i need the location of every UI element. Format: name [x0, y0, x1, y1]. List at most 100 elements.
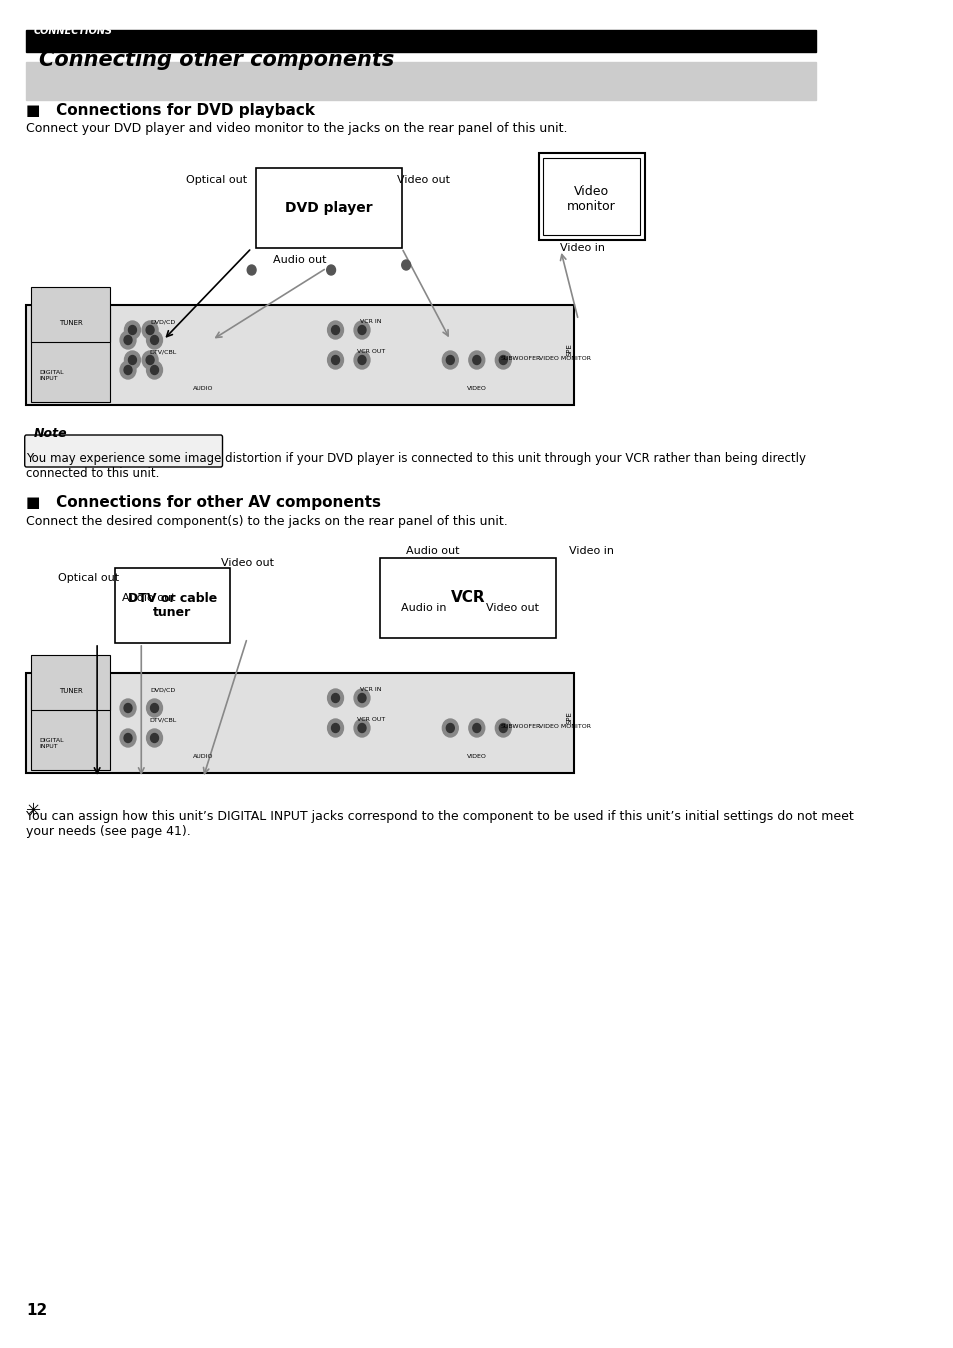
Circle shape [473, 356, 480, 364]
Text: VIDEO MONITOR: VIDEO MONITOR [538, 356, 591, 361]
Text: VIDEO: VIDEO [466, 754, 486, 759]
Circle shape [495, 350, 511, 369]
Text: Video out: Video out [220, 558, 274, 568]
Circle shape [498, 356, 507, 364]
Text: DIGITAL
INPUT: DIGITAL INPUT [40, 739, 64, 749]
Text: AUDIO: AUDIO [193, 386, 213, 391]
Circle shape [468, 718, 484, 737]
Bar [30, 287, 111, 342]
Bar [379, 558, 556, 638]
Circle shape [332, 325, 339, 334]
Circle shape [120, 361, 136, 379]
Bar [27, 30, 815, 53]
Circle shape [468, 350, 484, 369]
Bar [538, 154, 644, 240]
Circle shape [142, 350, 158, 369]
Circle shape [326, 266, 335, 275]
Text: Video
monitor: Video monitor [567, 185, 616, 213]
Circle shape [151, 365, 158, 375]
Circle shape [354, 718, 370, 737]
Circle shape [401, 260, 410, 270]
Circle shape [125, 350, 140, 369]
Circle shape [124, 733, 132, 743]
Text: DTV/CBL: DTV/CBL [150, 349, 177, 355]
Circle shape [146, 356, 154, 364]
Text: Video out: Video out [396, 175, 450, 185]
Circle shape [129, 356, 136, 364]
Circle shape [327, 350, 343, 369]
Text: DVD/CD: DVD/CD [151, 319, 175, 324]
Text: Audio in: Audio in [400, 603, 446, 613]
Circle shape [142, 321, 158, 338]
Text: AUDIO: AUDIO [193, 754, 213, 759]
Circle shape [124, 336, 132, 345]
Bar [30, 307, 111, 402]
Circle shape [327, 321, 343, 338]
Circle shape [124, 365, 132, 375]
Circle shape [357, 325, 366, 334]
Text: Note: Note [33, 427, 67, 439]
Text: Audio out: Audio out [405, 546, 459, 555]
Text: DVD/CD: DVD/CD [151, 687, 175, 692]
Bar [27, 305, 574, 404]
Text: SPE: SPE [565, 712, 572, 724]
Bar [30, 675, 111, 770]
Text: SPE: SPE [565, 344, 572, 356]
Text: CONNECTIONS: CONNECTIONS [33, 26, 112, 36]
Text: SUBWOOFER: SUBWOOFER [500, 724, 540, 729]
Text: VCR OUT: VCR OUT [356, 717, 385, 723]
Text: VIDEO MONITOR: VIDEO MONITOR [538, 724, 591, 729]
Circle shape [147, 361, 162, 379]
Text: Video in: Video in [569, 546, 614, 555]
Circle shape [124, 704, 132, 713]
Circle shape [446, 356, 454, 364]
Text: VCR OUT: VCR OUT [356, 349, 385, 355]
Circle shape [357, 724, 366, 732]
Text: Video in: Video in [559, 243, 604, 253]
Circle shape [151, 733, 158, 743]
Circle shape [332, 724, 339, 732]
Text: DTV or cable
tuner: DTV or cable tuner [128, 592, 216, 620]
Text: Connect the desired component(s) to the jacks on the rear panel of this unit.: Connect the desired component(s) to the … [27, 515, 508, 528]
Circle shape [147, 729, 162, 747]
Circle shape [151, 704, 158, 713]
Bar [27, 62, 815, 100]
Text: Audio out: Audio out [121, 593, 175, 603]
Text: SUBWOOFER: SUBWOOFER [500, 356, 540, 361]
Text: VCR IN: VCR IN [359, 687, 381, 692]
Bar [30, 655, 111, 710]
Text: You may experience some image distortion if your DVD player is connected to this: You may experience some image distortion… [27, 452, 805, 480]
Circle shape [120, 332, 136, 349]
Circle shape [332, 693, 339, 702]
Circle shape [442, 718, 457, 737]
Circle shape [357, 356, 366, 364]
Text: DVD player: DVD player [285, 201, 373, 214]
Text: DTV/CBL: DTV/CBL [150, 717, 177, 723]
Text: VIDEO: VIDEO [466, 386, 486, 391]
Text: VCR: VCR [450, 590, 485, 605]
Circle shape [327, 718, 343, 737]
Text: DIGITAL
INPUT: DIGITAL INPUT [40, 371, 64, 381]
Circle shape [327, 689, 343, 706]
Circle shape [354, 689, 370, 706]
Circle shape [332, 356, 339, 364]
Circle shape [147, 332, 162, 349]
Text: Optical out: Optical out [58, 573, 119, 582]
Text: ■   Connections for DVD playback: ■ Connections for DVD playback [27, 102, 315, 119]
Circle shape [146, 325, 154, 334]
Circle shape [357, 693, 366, 702]
Bar [255, 168, 401, 248]
Bar [542, 158, 639, 235]
Circle shape [151, 336, 158, 345]
Text: TUNER: TUNER [59, 687, 82, 694]
Circle shape [247, 266, 255, 275]
Text: VCR IN: VCR IN [359, 319, 381, 324]
Circle shape [120, 700, 136, 717]
Circle shape [446, 724, 454, 732]
Circle shape [120, 729, 136, 747]
Bar [27, 673, 574, 772]
Circle shape [498, 724, 507, 732]
Circle shape [125, 321, 140, 338]
Text: You can assign how this unit’s DIGITAL INPUT jacks correspond to the component t: You can assign how this unit’s DIGITAL I… [27, 810, 853, 838]
Text: Video out: Video out [485, 603, 538, 613]
